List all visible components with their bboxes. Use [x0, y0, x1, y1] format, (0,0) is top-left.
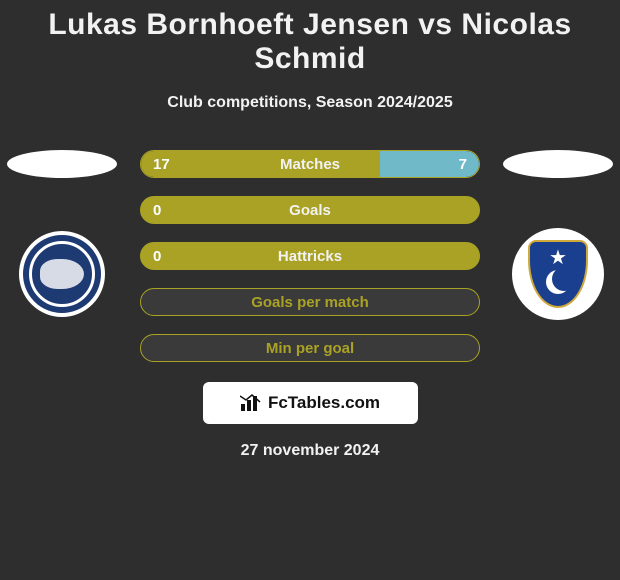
page-title: Lukas Bornhoeft Jensen vs Nicolas Schmid: [0, 0, 620, 76]
millwall-badge-icon: [19, 231, 105, 317]
bar-chart-icon: [240, 394, 262, 412]
player2-column: ★: [498, 150, 618, 324]
stat-label: Goals: [141, 202, 479, 219]
subtitle: Club competitions, Season 2024/2025: [0, 94, 620, 112]
stat-label: Min per goal: [141, 340, 479, 357]
date-line: 27 november 2024: [0, 442, 620, 460]
lion-icon: [40, 259, 84, 289]
portsmouth-badge-icon: ★: [512, 228, 604, 320]
player1-photo-oval: [7, 150, 117, 178]
stat-bar: Hattricks0: [140, 242, 480, 270]
stat-label: Goals per match: [141, 294, 479, 311]
stat-label: Hattricks: [141, 248, 479, 265]
stat-value-left: 17: [153, 156, 170, 173]
star-icon: ★: [549, 248, 567, 268]
player2-photo-oval: [503, 150, 613, 178]
millwall-inner-icon: [29, 241, 95, 307]
stat-bar: Matches17 7: [140, 150, 480, 178]
stat-bar: Goals0: [140, 196, 480, 224]
comparison-card: Lukas Bornhoeft Jensen vs Nicolas Schmid…: [0, 0, 620, 580]
watermark-text: FcTables.com: [268, 393, 380, 413]
stat-label: Matches: [141, 156, 479, 173]
watermark: FcTables.com: [203, 382, 418, 424]
stat-value-right: 7: [459, 156, 467, 173]
stat-bar: Min per goal: [140, 334, 480, 362]
stats-column: Matches177Goals0Hattricks0Goals per matc…: [140, 150, 480, 362]
player1-column: [2, 150, 122, 324]
stat-bar: Goals per match: [140, 288, 480, 316]
stat-value-left: 0: [153, 248, 161, 265]
portsmouth-shield-icon: ★: [528, 240, 588, 308]
player2-club-badge: ★: [508, 224, 608, 324]
stat-value-left: 0: [153, 202, 161, 219]
player1-club-badge: [12, 224, 112, 324]
main-row: Matches177Goals0Hattricks0Goals per matc…: [0, 150, 620, 362]
crescent-icon: [546, 270, 570, 294]
